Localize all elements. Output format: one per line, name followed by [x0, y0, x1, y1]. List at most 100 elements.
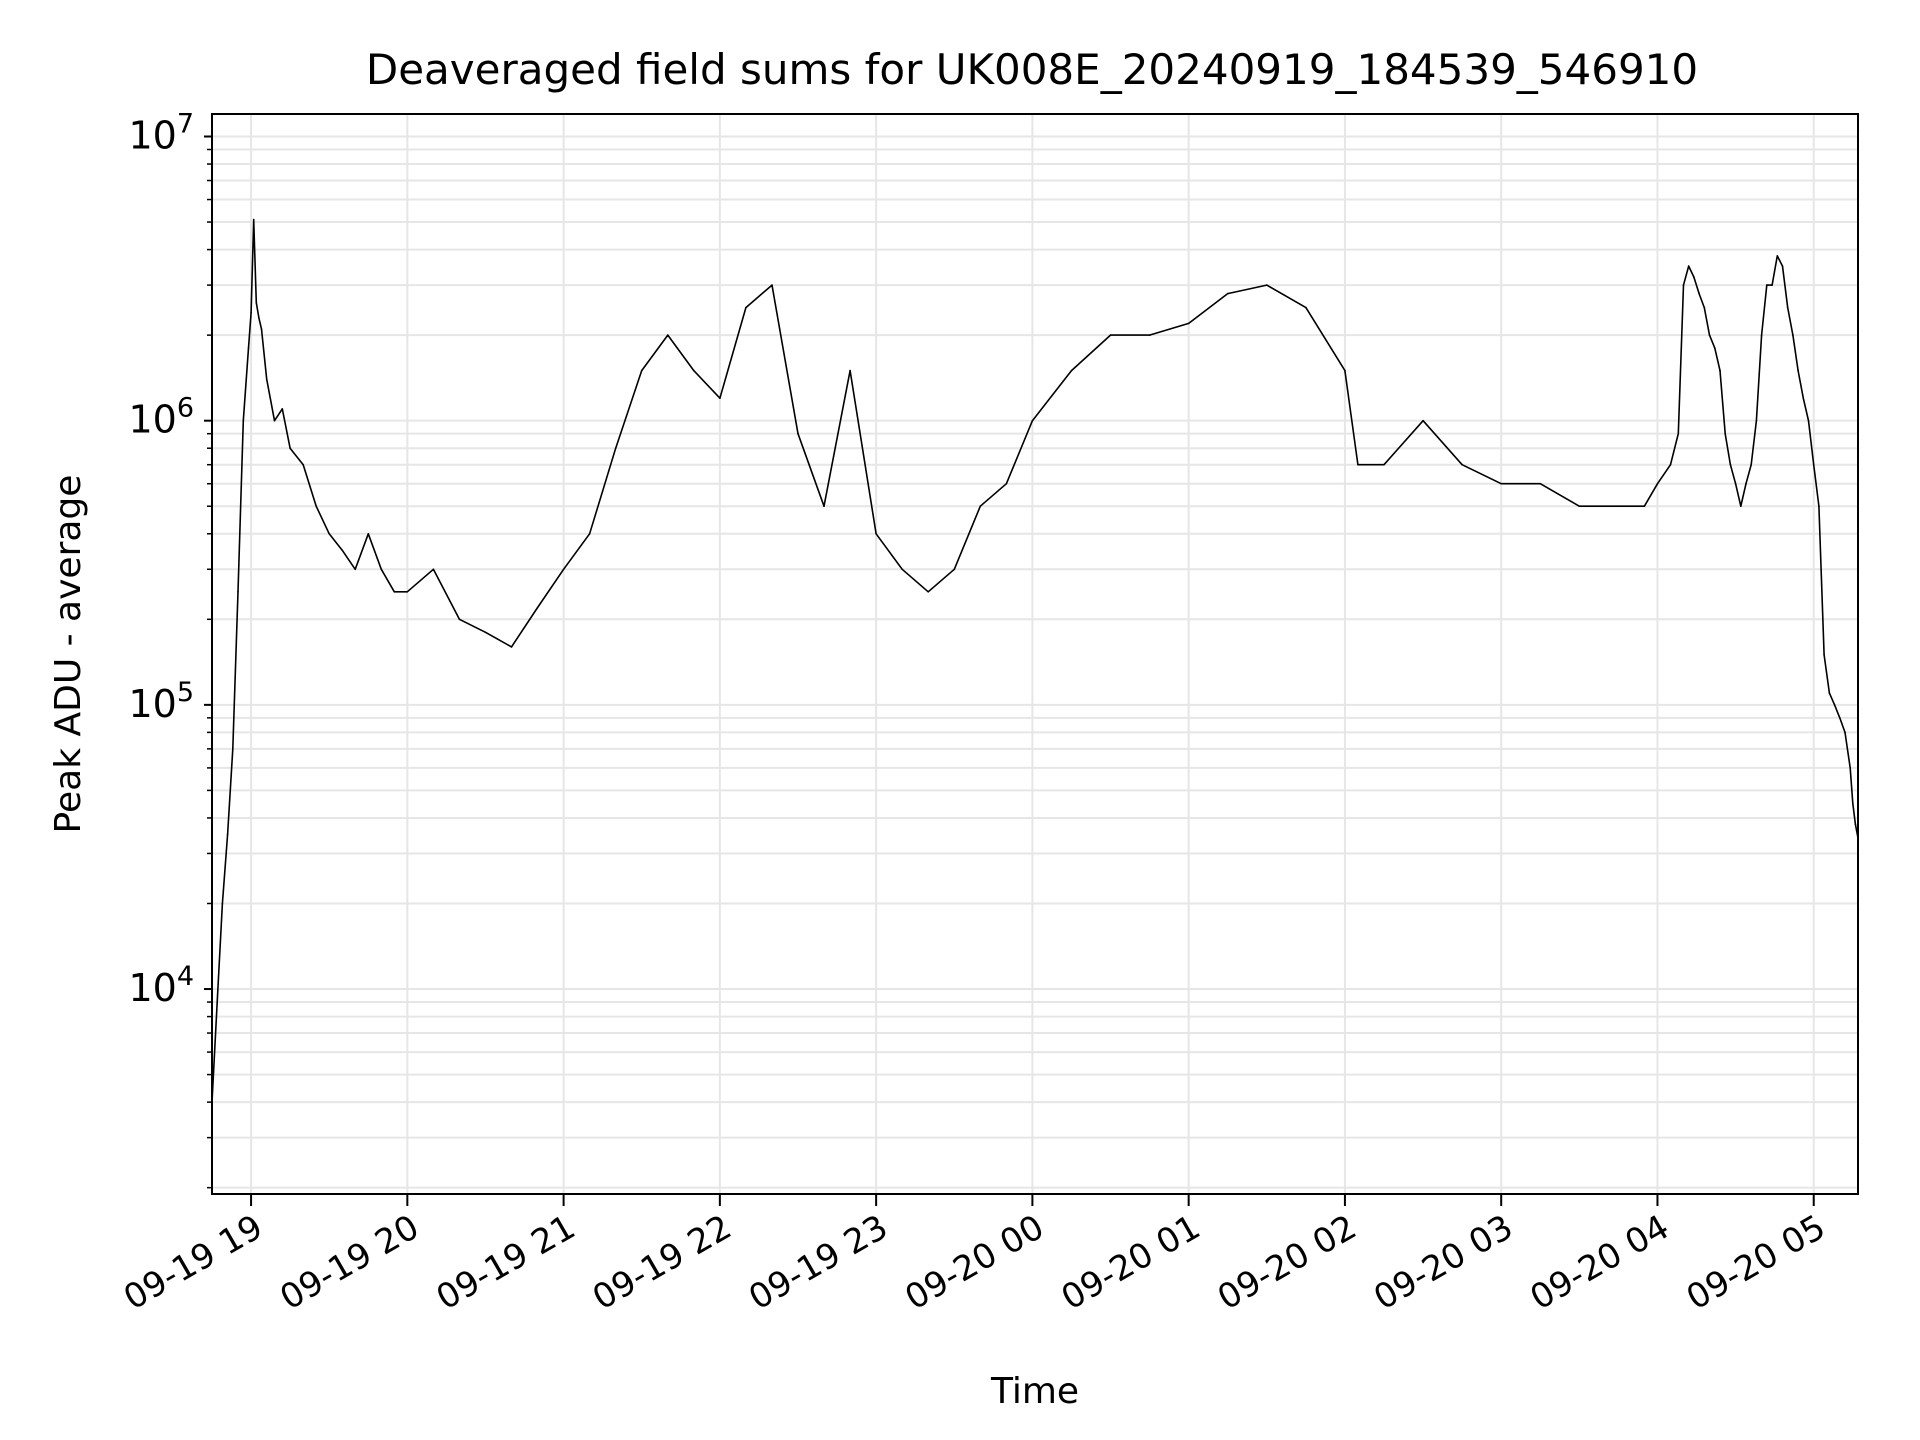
grid: [212, 114, 1858, 1194]
data-point: [1792, 334, 1794, 336]
data-point: [252, 218, 255, 221]
data-point: [1844, 731, 1846, 734]
data-point: [1729, 463, 1732, 466]
data-point: [354, 568, 357, 571]
data-point: [406, 591, 409, 593]
data-point: [216, 1001, 218, 1003]
data-point: [1818, 505, 1820, 508]
data-point: [745, 306, 747, 309]
y-tick-label: 104: [128, 961, 194, 1010]
data-point: [247, 347, 250, 349]
data-point: [640, 369, 643, 372]
data-point: [232, 748, 234, 750]
data-point: [1833, 704, 1836, 706]
data-point: [719, 397, 721, 400]
data-point: [1109, 334, 1112, 336]
data-point: [258, 317, 260, 319]
data-point: [1852, 802, 1854, 805]
data-point: [1148, 334, 1151, 336]
data-point: [875, 533, 877, 535]
data-point: [432, 568, 435, 571]
data-point: [1745, 482, 1747, 485]
data-point: [458, 618, 461, 621]
data-point: [1005, 482, 1008, 485]
data-point: [667, 334, 669, 336]
data-point: [1687, 265, 1690, 267]
data-point: [1807, 419, 1810, 422]
data-point: [536, 606, 539, 609]
data-point: [1500, 482, 1502, 485]
x-axis-label: Time: [990, 1371, 1079, 1412]
data-point: [226, 833, 229, 836]
data-point: [1828, 692, 1831, 694]
data-point: [273, 419, 276, 422]
data-point: [1750, 463, 1752, 466]
data-point: [797, 432, 799, 435]
data-point: [484, 631, 487, 634]
data-point: [1357, 463, 1359, 466]
data-point: [1187, 322, 1190, 325]
data-point: [562, 568, 565, 571]
data-point: [1266, 284, 1268, 286]
data-point: [393, 591, 396, 593]
data-point: [1656, 482, 1659, 485]
data-point: [380, 568, 383, 571]
plot-frame: [211, 113, 1859, 1195]
data-point: [289, 447, 291, 450]
data-point: [1344, 369, 1346, 372]
data-point: [849, 369, 851, 372]
series-layer: [211, 218, 1859, 1103]
chart-title: Deaveraged field sums for UK008E_2024091…: [366, 45, 1698, 94]
data-point: [953, 568, 956, 571]
data-point: [237, 591, 239, 593]
data-point: [1669, 463, 1672, 466]
data-point: [510, 646, 513, 648]
data-point: [1643, 505, 1646, 508]
data-point: [1708, 334, 1711, 336]
data-point: [260, 328, 263, 330]
data-point: [1854, 823, 1857, 826]
data-point: [250, 311, 252, 314]
y-tick-label: 105: [128, 677, 194, 726]
data-point: [614, 447, 617, 450]
data-point: [1755, 419, 1758, 422]
data-point: [1839, 717, 1841, 719]
data-point: [1305, 306, 1307, 309]
data-point: [1461, 463, 1463, 466]
data-point: [1226, 292, 1229, 295]
data-point: [693, 369, 695, 372]
data-point: [1740, 505, 1742, 508]
data-point: [1812, 463, 1815, 466]
data-point: [1766, 284, 1768, 286]
data-point: [1383, 463, 1385, 466]
data-point: [771, 284, 773, 286]
data-point: [1724, 432, 1726, 435]
data-point: [1760, 334, 1763, 336]
data-point: [1771, 284, 1773, 286]
y-tick-label: 106: [128, 393, 194, 442]
data-point: [1786, 306, 1789, 309]
data-point: [341, 549, 344, 551]
data-point: [588, 533, 591, 535]
y-tick-label: 107: [128, 109, 194, 158]
data-point: [255, 302, 258, 304]
data-point: [242, 419, 245, 422]
data-point: [1031, 419, 1034, 422]
data-point: [1797, 369, 1799, 372]
data-point: [221, 902, 224, 905]
data-point: [979, 505, 982, 508]
data-point: [1719, 369, 1721, 372]
data-point: [1714, 347, 1716, 349]
data-point: [315, 505, 318, 508]
data-point: [265, 378, 268, 381]
data-point: [1703, 306, 1706, 309]
data-point: [1734, 482, 1737, 485]
data-point: [1781, 265, 1784, 267]
data-point: [281, 408, 284, 410]
data-point: [1776, 255, 1779, 257]
series-line: [211, 218, 1859, 1103]
data-point: [1682, 284, 1685, 286]
data-point: [1693, 276, 1695, 278]
